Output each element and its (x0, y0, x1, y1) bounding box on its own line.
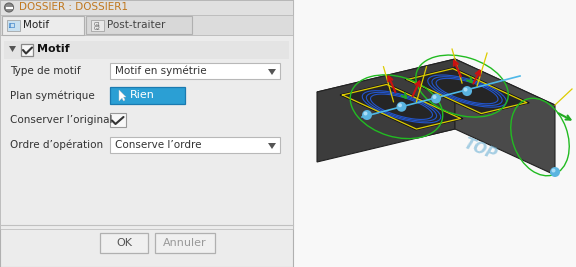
Bar (91, 20, 104, 31)
Text: DOSSIER : DOSSIER1: DOSSIER : DOSSIER1 (19, 2, 128, 13)
Bar (0, 0, 293, 267)
Bar (110, 87, 185, 104)
Bar (293, 0, 576, 267)
Bar (4, 41, 289, 59)
Polygon shape (405, 68, 529, 114)
Circle shape (551, 168, 555, 172)
Text: Motif: Motif (37, 45, 70, 54)
Text: Type de motif: Type de motif (10, 66, 81, 76)
Circle shape (464, 88, 468, 92)
Polygon shape (268, 69, 276, 75)
Bar (7, 20, 20, 31)
Text: Plan symétrique: Plan symétrique (10, 91, 94, 101)
Circle shape (550, 167, 560, 177)
Circle shape (396, 102, 407, 112)
Text: Post-traiter: Post-traiter (107, 20, 165, 30)
Circle shape (433, 95, 437, 99)
Text: Rien: Rien (130, 91, 155, 100)
Text: G1: G1 (94, 22, 101, 28)
Bar (155, 233, 215, 253)
Bar (0, 35, 293, 229)
Polygon shape (317, 59, 455, 162)
Circle shape (362, 110, 372, 120)
Polygon shape (317, 59, 555, 138)
Bar (0, 0, 293, 15)
Polygon shape (268, 143, 276, 149)
Bar (110, 63, 280, 79)
Text: OK: OK (116, 238, 132, 248)
Text: G2: G2 (94, 26, 101, 30)
Text: Ordre d’opération: Ordre d’opération (10, 140, 103, 150)
Bar (110, 113, 126, 127)
Text: Conserve l’ordre: Conserve l’ordre (115, 140, 202, 150)
Polygon shape (119, 90, 126, 101)
Polygon shape (9, 46, 16, 52)
Bar (100, 233, 148, 253)
Text: Conserver l’original: Conserver l’original (10, 115, 112, 125)
Circle shape (363, 112, 367, 116)
Circle shape (462, 86, 472, 96)
Text: TOP: TOP (461, 136, 499, 162)
Text: Motif en symétrie: Motif en symétrie (115, 66, 207, 76)
Bar (2, 16, 84, 35)
Text: Annuler: Annuler (163, 238, 207, 248)
Bar (86, 16, 192, 34)
Polygon shape (455, 59, 555, 175)
Circle shape (398, 103, 402, 107)
Bar (110, 137, 280, 153)
Circle shape (5, 3, 13, 12)
Bar (0, 15, 293, 35)
Polygon shape (340, 84, 463, 130)
Circle shape (431, 93, 441, 104)
Bar (21, 44, 33, 56)
Text: Motif: Motif (23, 20, 49, 30)
